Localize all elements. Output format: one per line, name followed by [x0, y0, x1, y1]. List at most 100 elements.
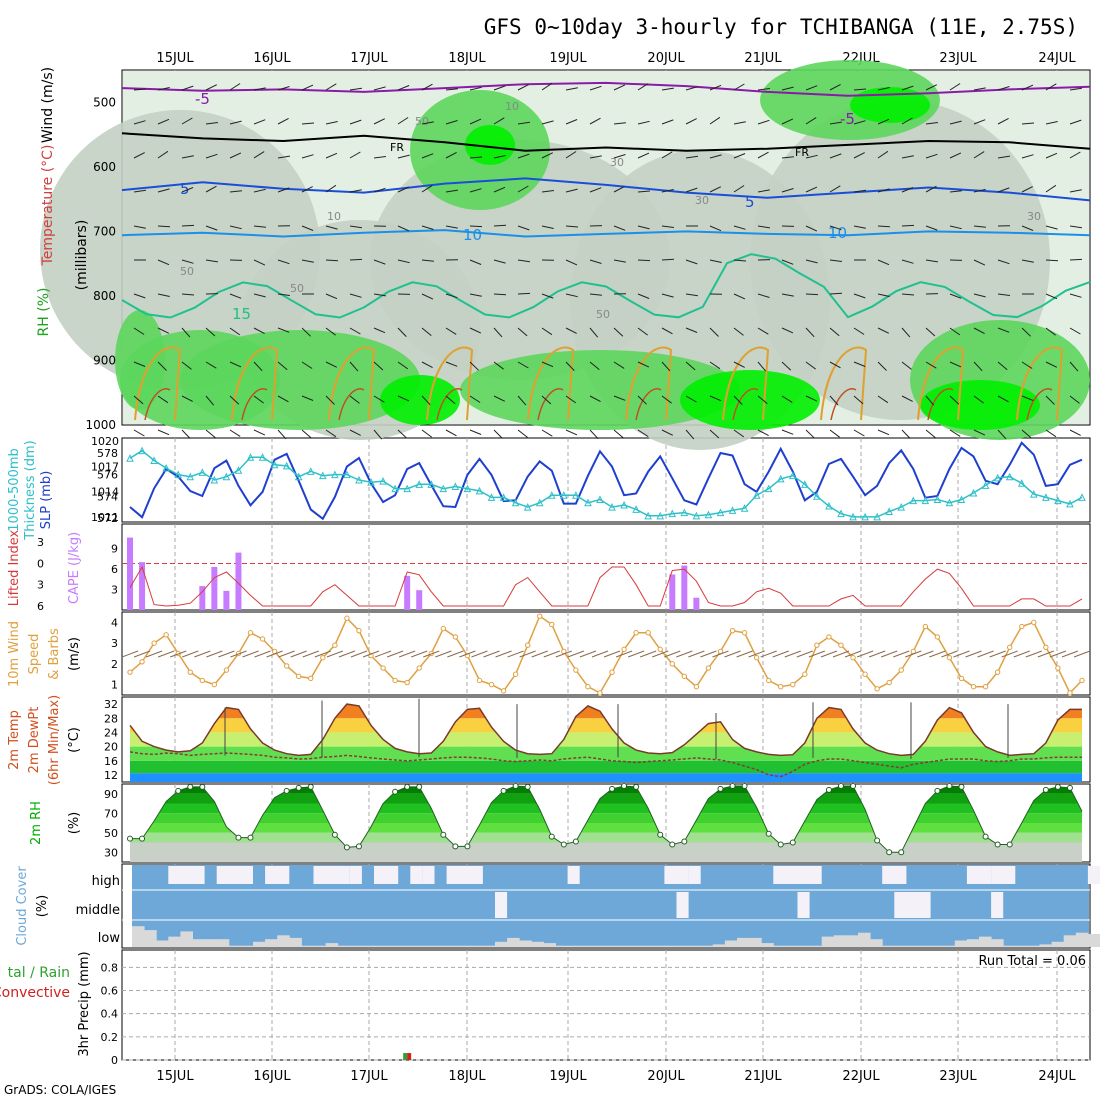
thickness-point [620, 500, 628, 509]
wind-barb [868, 650, 886, 658]
wind-barb [493, 395, 506, 402]
wind-barb [685, 327, 698, 333]
wind-barb [661, 87, 674, 91]
thickness-point [668, 509, 677, 518]
wind-barb [277, 327, 290, 333]
wind-barb [541, 120, 554, 125]
thickness-point [788, 471, 797, 480]
wind-barb [700, 650, 717, 658]
credit-label: GrADS: COLA/IGES [4, 1083, 116, 1097]
thickness-tick: 572 [97, 512, 118, 525]
thickness-point [801, 480, 809, 488]
cape-bar [235, 552, 242, 610]
thickness-point [294, 472, 303, 481]
wind-barb [637, 120, 650, 125]
wind-barb [1021, 186, 1033, 193]
wind-barb [459, 650, 476, 658]
low-cloud-bar [785, 945, 798, 947]
thickness-point [909, 496, 918, 505]
wind-barb [757, 327, 769, 335]
wind-barb [541, 327, 553, 336]
isotherm-line [927, 388, 954, 421]
wind-barb [421, 293, 434, 300]
date-tick-bottom: 24JUL [1038, 1069, 1076, 1084]
rh-point [392, 788, 399, 795]
wind-speed-point [356, 627, 362, 634]
wind-barb [613, 225, 626, 231]
wind-speed-point [753, 654, 760, 661]
cape-tick: 9 [111, 543, 118, 556]
wind-speed-point [344, 615, 350, 621]
low-cloud-bar [858, 932, 871, 947]
rh-tick: 30 [104, 846, 118, 859]
wind-barb [541, 190, 554, 193]
rh-point [874, 837, 881, 844]
wind-speed-point [452, 634, 459, 640]
wind-speed-point [1055, 665, 1061, 671]
pressure-tick: 500 [93, 95, 116, 109]
wind-barb [757, 88, 770, 91]
precip-tick: 0.8 [101, 961, 119, 974]
low-cloud-bar [434, 945, 448, 947]
wind-barb [349, 395, 360, 404]
wind-barb [853, 395, 864, 405]
wind-barb [1069, 258, 1083, 261]
wind-barb [325, 259, 339, 262]
wind-barb [1045, 395, 1055, 405]
wind-barb [1045, 184, 1057, 193]
wind-barb [277, 155, 290, 159]
wind-barb [829, 361, 841, 369]
wind-speed-point [802, 671, 808, 677]
isotherm-line [121, 253, 1091, 319]
wind-barb [1069, 429, 1081, 436]
temp-band [130, 746, 1082, 761]
wind-barb [949, 152, 962, 159]
wind-barb [829, 429, 840, 438]
wind-barb [181, 155, 194, 159]
wind-barb [397, 186, 410, 193]
wind-speed-point [211, 681, 218, 688]
wind-speed-point [934, 634, 941, 640]
slp-series-line [129, 441, 1083, 521]
wind-barb [325, 429, 337, 438]
wind-barb [637, 361, 650, 368]
wind-barb [325, 152, 338, 159]
low-cloud-bar [979, 936, 992, 947]
wind-barb [445, 395, 456, 405]
thickness-point [246, 453, 255, 461]
wind-barb [325, 121, 338, 125]
li-tick: 6 [37, 600, 44, 613]
wind-barb [1001, 650, 1018, 658]
wind-barb [290, 650, 307, 658]
wind-barb [676, 650, 693, 658]
thickness-point [897, 503, 906, 511]
rh-contour-label: 30 [695, 194, 709, 207]
isotherm-line [1026, 388, 1053, 421]
wind-barb [637, 293, 650, 299]
wind-barb [901, 361, 912, 370]
wind-speed-point [549, 621, 555, 628]
cape-bar [211, 566, 218, 610]
low-cloud-bar [579, 945, 593, 947]
wind-barb [1069, 87, 1082, 91]
wind-barb [853, 429, 865, 437]
wind-speed-point [862, 671, 868, 677]
thickness-point [499, 493, 508, 501]
low-cloud-bar [882, 945, 895, 947]
wind-barb [893, 650, 910, 658]
precip-convective-axis-label: Convective [0, 985, 70, 1001]
wind-barb [277, 117, 289, 125]
wind-barb [421, 225, 434, 230]
wind-barb [781, 361, 792, 371]
wind-barb [229, 361, 242, 368]
thickness-point [270, 460, 279, 469]
middle-cloud-gap [495, 892, 508, 918]
wind-barb [901, 395, 913, 402]
thickness-point [222, 472, 231, 481]
wind-speed-point [392, 677, 398, 684]
high-cloud-gap [567, 866, 580, 884]
wind-barb [733, 293, 746, 300]
temp-tick: 28 [104, 712, 118, 725]
wind-barb [277, 429, 287, 440]
